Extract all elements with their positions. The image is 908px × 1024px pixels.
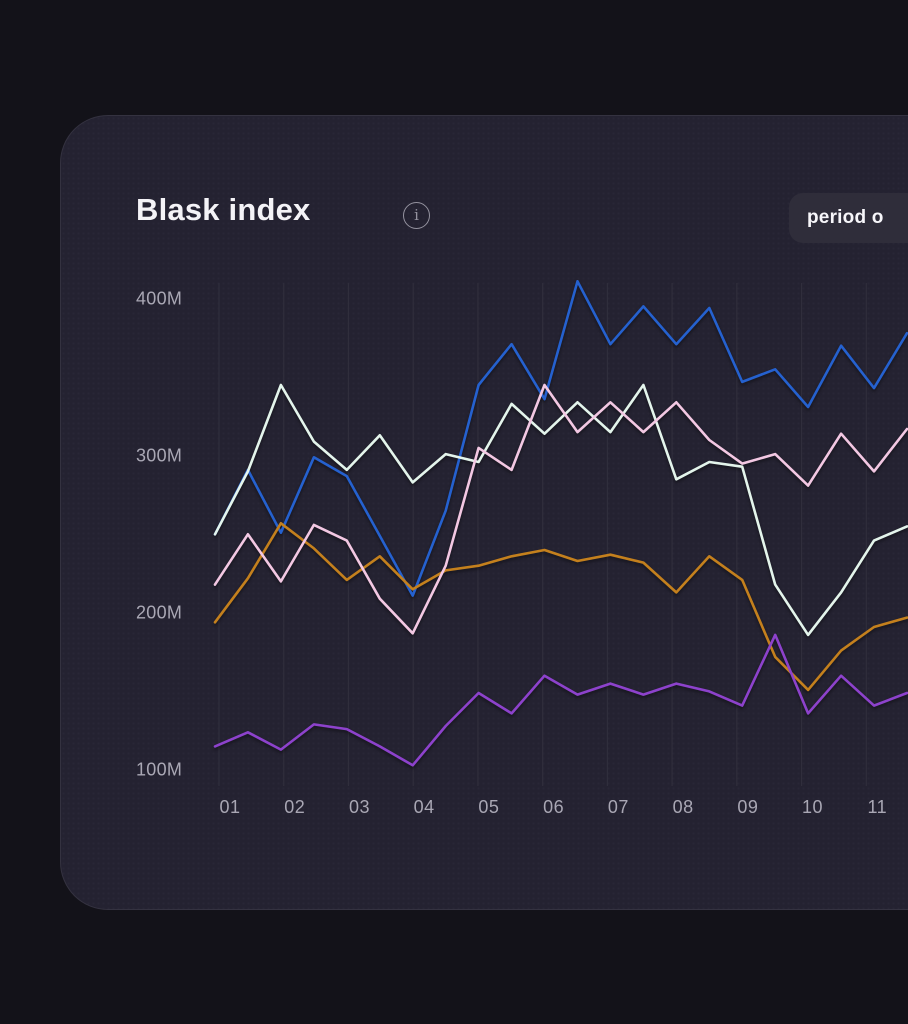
- page-title: Blask index: [136, 192, 311, 227]
- x-tick-label: 03: [348, 797, 370, 817]
- x-tick-label: 05: [478, 797, 500, 817]
- x-tick-label: 07: [607, 797, 629, 817]
- x-tick-label: 04: [413, 797, 435, 817]
- y-tick-label: 200M: [136, 602, 183, 623]
- period-selector-label: period o: [807, 207, 884, 228]
- x-tick-label: 09: [737, 797, 759, 817]
- x-tick-label: 08: [672, 797, 694, 817]
- x-tick-label: 06: [543, 797, 565, 817]
- x-tick-label: 10: [802, 797, 824, 817]
- y-tick-label: 300M: [136, 445, 183, 466]
- x-tick-label: 11: [867, 797, 888, 817]
- info-icon-glyph: i: [414, 206, 419, 224]
- x-tick-label: 02: [284, 797, 306, 817]
- info-icon[interactable]: i: [403, 202, 430, 229]
- period-selector-button[interactable]: period o: [789, 193, 908, 243]
- y-tick-label: 400M: [136, 288, 183, 309]
- y-tick-label: 100M: [136, 759, 183, 780]
- chart-card: [60, 115, 908, 910]
- x-tick-label: 01: [219, 797, 241, 817]
